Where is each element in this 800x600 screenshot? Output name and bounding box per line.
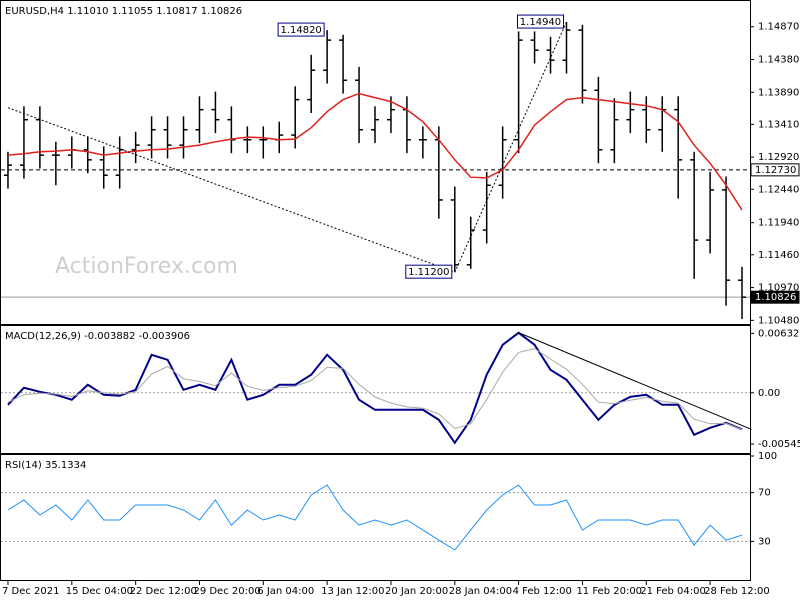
x-tick-label: 21 Feb 04:00 bbox=[640, 586, 706, 597]
price-box bbox=[750, 290, 800, 304]
x-tick-label: 29 Dec 20:00 bbox=[193, 586, 260, 597]
panel-title: RSI(14) 35.1334 bbox=[5, 460, 86, 471]
y-tick-label: 1.13410 bbox=[758, 119, 799, 130]
y-tick-label: 1.10970 bbox=[758, 283, 799, 294]
annotation-box bbox=[405, 264, 453, 279]
x-tick-label: 13 Jan 12:00 bbox=[321, 586, 384, 597]
y-tick-label: 0.00632 bbox=[758, 328, 799, 339]
x-tick-label: 28 Feb 12:00 bbox=[704, 586, 770, 597]
panel-title: MACD(12,26,9) -0.003882 -0.003906 bbox=[5, 331, 190, 342]
y-tick-label: -0.005455 bbox=[758, 439, 800, 450]
indicator-line bbox=[7, 92, 743, 211]
y-tick-label: 1.11940 bbox=[758, 218, 799, 229]
y-tick-label: 1.14380 bbox=[758, 55, 799, 66]
trend-line bbox=[518, 332, 752, 430]
y-tick-label: 70 bbox=[758, 488, 771, 499]
y-tick-label: 1.14870 bbox=[758, 22, 799, 33]
y-tick-label: 1.13890 bbox=[758, 87, 799, 98]
x-tick-label: 4 Feb 12:00 bbox=[513, 586, 572, 597]
annotation-box bbox=[516, 14, 564, 29]
annotation-label: 1.11200 bbox=[408, 267, 449, 278]
y-tick-label: 1.10480 bbox=[758, 315, 799, 326]
price-box-label: 1.12730 bbox=[755, 165, 796, 176]
price-frame bbox=[0, 0, 751, 325]
x-tick-label: 15 Dec 04:00 bbox=[66, 586, 133, 597]
y-tick-label: 1.12440 bbox=[758, 184, 799, 195]
indicator-line bbox=[7, 484, 743, 551]
y-tick-label: 0.00 bbox=[758, 388, 780, 399]
indicator-line bbox=[7, 348, 743, 430]
x-tick-label: 6 Jan 04:00 bbox=[257, 586, 314, 597]
rsi-frame bbox=[0, 454, 751, 581]
macd-frame bbox=[0, 325, 751, 454]
annotation-label: 1.14820 bbox=[280, 25, 321, 36]
price-box bbox=[750, 163, 800, 177]
price-box-label: 1.10826 bbox=[755, 292, 796, 303]
trend-line bbox=[454, 21, 567, 273]
watermark: ActionForex.com bbox=[55, 254, 238, 279]
x-tick-label: 11 Feb 20:00 bbox=[576, 586, 642, 597]
trend-line bbox=[7, 107, 455, 273]
annotation-box bbox=[277, 22, 325, 37]
y-tick-label: 100 bbox=[758, 451, 777, 462]
y-tick-label: 30 bbox=[758, 536, 771, 547]
x-tick-label: 28 Jan 04:00 bbox=[449, 586, 512, 597]
panel-title: EURUSD,H4 1.11010 1.11055 1.10817 1.1082… bbox=[5, 6, 242, 17]
annotation-label: 1.14940 bbox=[520, 17, 561, 28]
x-tick-label: 7 Dec 2021 bbox=[2, 586, 60, 597]
y-tick-label: 1.12920 bbox=[758, 152, 799, 163]
x-tick-label: 22 Dec 12:00 bbox=[130, 586, 197, 597]
y-tick-label: 1.11460 bbox=[758, 250, 799, 261]
x-tick-label: 20 Jan 20:00 bbox=[385, 586, 448, 597]
